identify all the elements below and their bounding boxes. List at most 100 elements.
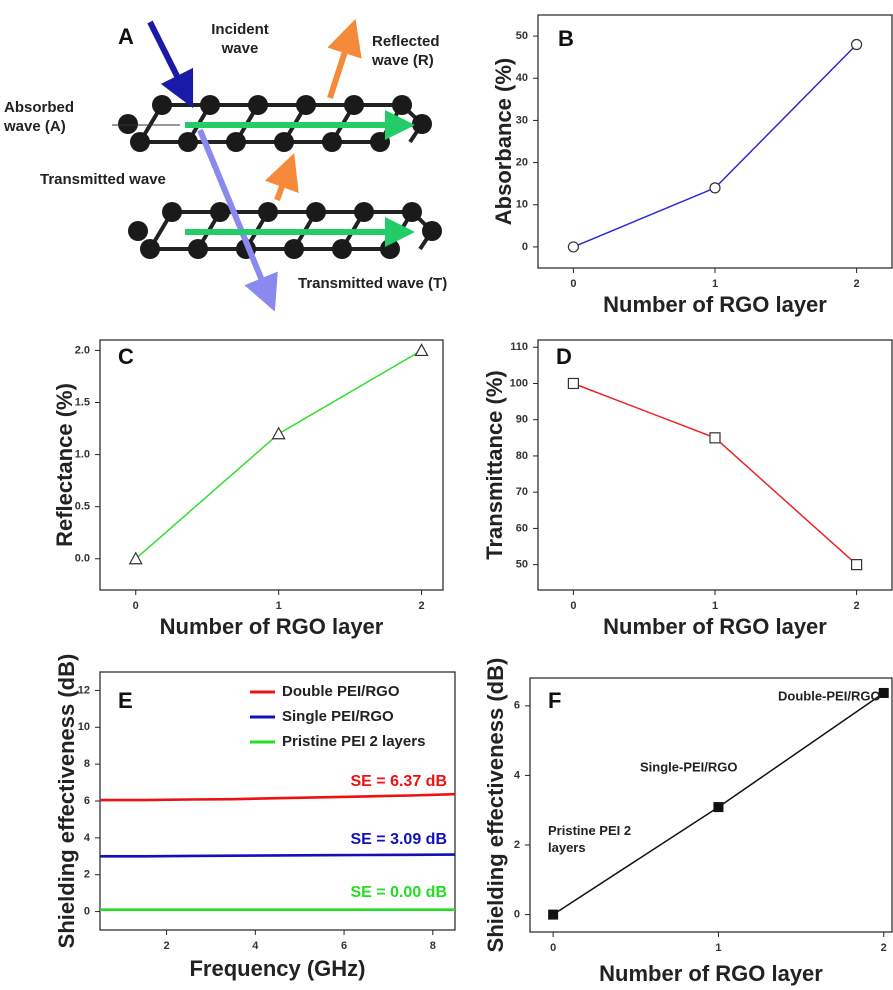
transmitted-label: Transmitted wave [40, 171, 166, 188]
y-tick-label: 2 [514, 839, 520, 851]
y-tick-label: 0.0 [75, 553, 90, 565]
plot-frame [99, 339, 444, 591]
incident-arrow [147, 20, 194, 109]
y-tick-label: 110 [510, 341, 528, 353]
atom [162, 202, 182, 222]
x-tick-label: 1 [712, 278, 718, 290]
y-tick-label: 20 [516, 156, 528, 168]
x-tick-label: 4 [252, 940, 259, 952]
panel-label: F [548, 688, 561, 713]
annotation: SE = 3.09 dB [351, 831, 448, 848]
atom [188, 239, 208, 259]
y-tick-label: 6 [514, 700, 520, 712]
x-tick-label: 2 [854, 600, 860, 612]
y-tick-label: 0 [84, 905, 90, 917]
y-tick-label: 100 [510, 377, 528, 389]
incident-label: Incident wave [211, 21, 269, 57]
atom [402, 202, 422, 222]
x-tick-label: 6 [341, 940, 347, 952]
y-tick-label: 4 [514, 769, 521, 781]
data-point [567, 377, 580, 390]
y-tick-label: 4 [84, 832, 91, 844]
reflected-arrow [264, 153, 299, 202]
atom [210, 202, 230, 222]
atom [178, 132, 198, 152]
x-tick-label: 1 [712, 600, 718, 612]
data-point [548, 909, 559, 920]
x-tick-label: 2 [419, 600, 425, 612]
y-tick-label: 90 [516, 414, 528, 426]
annotation: Double-PEI/RGO [778, 688, 881, 703]
y-tick-label: 0 [514, 909, 520, 921]
y-axis-label: Absorbance (%) [491, 58, 516, 225]
data-line [573, 382, 858, 566]
panel-label: B [558, 26, 574, 51]
diagram: A Incident wave Reflected wave (R) Absor… [4, 18, 447, 312]
y-tick-label: 8 [84, 758, 90, 770]
atom [344, 95, 364, 115]
y-axis-label: Transmittance (%) [482, 370, 507, 560]
text: Reflected wave (R) [372, 33, 440, 69]
atom [354, 202, 374, 222]
atom [392, 95, 412, 115]
text: Absorbed wave (A) [4, 99, 75, 135]
data-line [135, 349, 422, 560]
atom [118, 114, 138, 134]
y-tick-label: 2 [84, 869, 90, 881]
y-tick-label: 10 [78, 721, 90, 733]
data-point [128, 551, 143, 565]
y-axis-label: Shielding effectiveness (dB) [54, 654, 79, 949]
atom [306, 202, 326, 222]
atom [412, 114, 432, 134]
annotation: SE = 6.37 dB [351, 773, 448, 790]
x-tick-label: 1 [715, 942, 721, 954]
x-axis-label: Number of RGO layer [603, 614, 827, 639]
x-tick-label: 0 [570, 278, 576, 290]
panel-label: E [118, 688, 133, 713]
y-tick-label: 60 [516, 522, 528, 534]
data-point [878, 687, 889, 698]
legend-label: Pristine PEI 2 layers [282, 733, 425, 750]
x-tick-label: 8 [430, 940, 436, 952]
y-axis-label: Shielding effectiveness (dB) [483, 658, 508, 953]
y-tick-label: 50 [516, 559, 528, 571]
y-tick-label: 2.0 [75, 344, 90, 356]
y-tick-label: 0.5 [75, 501, 90, 513]
atom [130, 132, 150, 152]
x-tick-label: 0 [133, 600, 139, 612]
data-point [850, 559, 863, 571]
data-point [567, 241, 580, 253]
atom [248, 95, 268, 115]
data-point [709, 182, 721, 194]
absorbed-label: Absorbed wave (A) [4, 99, 75, 135]
y-tick-label: 30 [516, 114, 528, 126]
annotation: SE = 0.00 dB [351, 884, 448, 901]
atom [200, 95, 220, 115]
y-tick-label: 1.0 [75, 448, 90, 460]
plot-frame [537, 14, 893, 269]
x-tick-label: 2 [164, 940, 170, 952]
atom [274, 132, 294, 152]
y-tick-label: 10 [516, 199, 528, 211]
atom [152, 95, 172, 115]
data-line [100, 792, 456, 802]
panel-label: A [118, 24, 134, 49]
atom [370, 132, 390, 152]
x-axis-label: Number of RGO layer [603, 292, 827, 317]
x-axis-label: Frequency (GHz) [189, 956, 365, 981]
x-tick-label: 2 [854, 278, 860, 290]
data-point [414, 343, 429, 357]
transmitted-t-label: Transmitted wave (T) [298, 275, 447, 292]
atom [258, 202, 278, 222]
plot-frame [537, 339, 893, 591]
annotation: Pristine PEI 2 layers [548, 823, 631, 855]
x-axis-label: Number of RGO layer [160, 614, 384, 639]
text: Incident wave [211, 21, 269, 57]
atom [296, 95, 316, 115]
y-tick-label: 80 [516, 450, 528, 462]
y-tick-label: 0 [522, 241, 528, 253]
transmitted-arrow [197, 128, 278, 312]
panel-label: D [556, 344, 572, 369]
legend-label: Double PEI/RGO [282, 683, 400, 700]
